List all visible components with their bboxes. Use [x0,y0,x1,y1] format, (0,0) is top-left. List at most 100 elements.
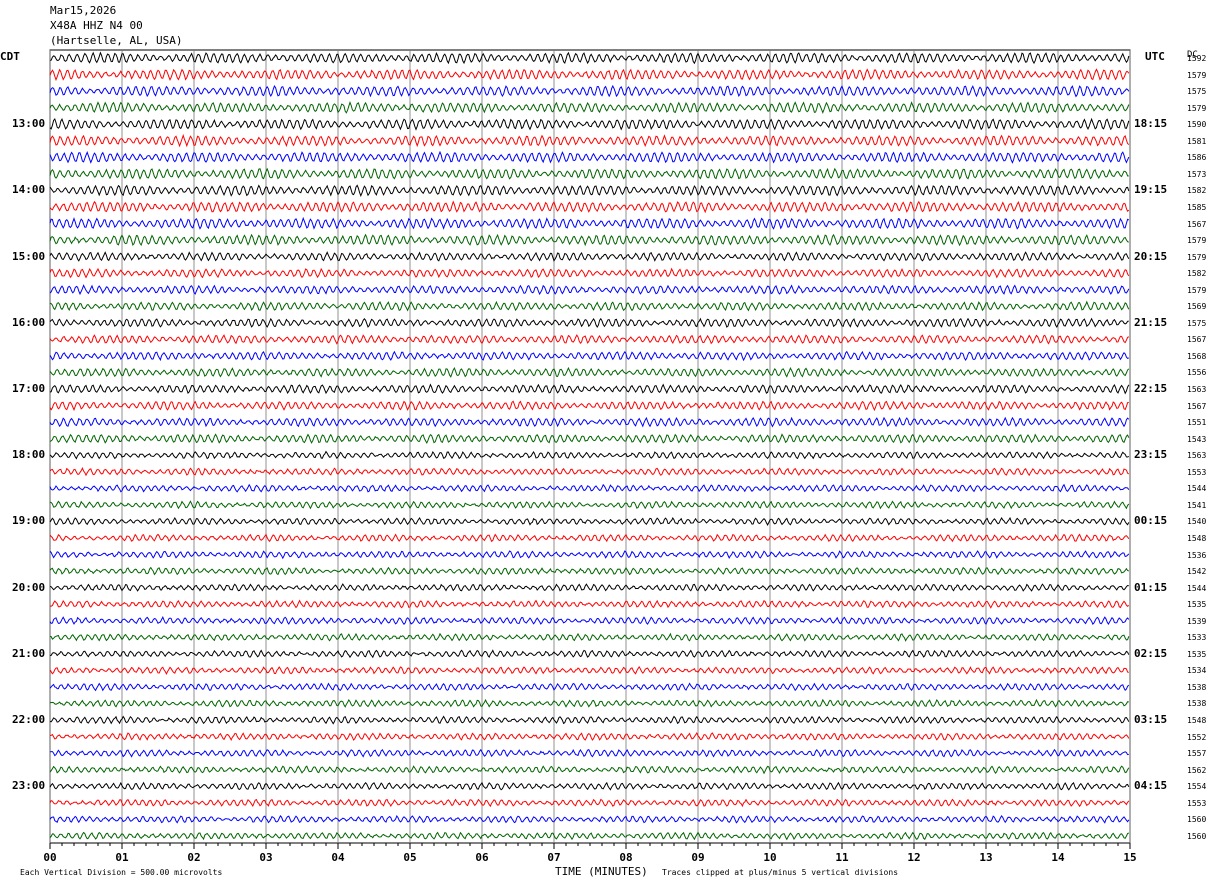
trace-row-4 [49,101,1130,114]
x-tick-label: 06 [475,851,489,864]
utc-hour-label: 20:15 [1134,249,1168,263]
trace-row-13 [49,251,1130,262]
dc-offset-label: 1556 [1187,368,1207,378]
utc-hour-label: 02:15 [1134,646,1168,660]
dc-offset-label: 1536 [1187,550,1207,560]
dc-offset-label: 1552 [1187,732,1207,742]
x-tick-label: 00 [43,851,56,864]
minute-gridlines [49,49,1131,844]
dc-offset-label: 1560 [1187,831,1207,841]
trace-row-15 [49,284,1130,296]
utc-hour-label: 04:15 [1134,779,1168,793]
trace-row-18 [49,334,1130,345]
trace-row-44 [49,765,1130,775]
location-title: (Hartselle, AL, USA) [50,34,183,47]
trace-row-28 [49,500,1130,510]
dc-offset-label: 1581 [1187,136,1207,146]
trace-row-19 [49,350,1130,362]
cdt-hour-label: 19:00 [12,514,46,528]
cdt-hour-label: 21:00 [12,646,46,660]
dc-header-label: DC [1187,50,1198,60]
trace-row-37 [49,649,1130,659]
trace-row-26 [49,466,1130,477]
trace-row-22 [49,400,1129,412]
cdt-hour-label: 13:00 [12,117,46,131]
x-tick-label: 05 [403,851,416,864]
dc-offset-label: 1579 [1187,236,1207,246]
cdt-hour-label: 17:00 [12,382,46,395]
x-tick-label: 10 [763,851,776,864]
utc-hour-label: 23:15 [1134,448,1168,462]
trace-row-20 [49,366,1130,378]
scale-note: Each Vertical Division = 500.00 microvol… [20,868,223,877]
x-tick-label: 04 [331,851,345,864]
seismic-traces [49,51,1130,841]
trace-row-2 [49,68,1130,82]
cdt-hour-label: 15:00 [12,249,46,263]
trace-row-43 [49,748,1129,758]
dc-offset-label: 1548 [1187,716,1207,725]
dc-offset-label: 1534 [1187,666,1207,676]
dc-offset-label: 1551 [1187,418,1207,428]
x-tick-label: 12 [907,851,920,864]
station-title: X48A HHZ N4 00 [50,19,143,32]
trace-row-23 [49,416,1130,428]
dc-offset-label: 1567 [1187,401,1207,411]
dc-offset-label: 1563 [1187,385,1207,394]
trace-row-6 [49,133,1130,148]
trace-row-21 [49,383,1130,395]
dc-offset-label: 1560 [1187,815,1207,825]
trace-row-25 [49,450,1130,460]
trace-row-16 [49,300,1130,312]
utc-hour-label: 00:15 [1134,514,1168,528]
trace-row-34 [49,599,1130,609]
trace-row-30 [49,533,1130,543]
dc-offset-label: 1575 [1187,318,1207,328]
x-axis-title: TIME (MINUTES) [555,865,648,878]
dc-offset-label: 1582 [1187,269,1207,279]
trace-row-45 [49,781,1130,791]
dc-offset-label: 1544 [1187,484,1207,494]
cdt-hour-label: 14:00 [12,183,46,197]
trace-row-31 [49,550,1130,560]
trace-row-12 [49,233,1129,247]
dc-offset-label: 1538 [1187,699,1207,709]
dc-offset-label: 1592 [1187,54,1207,63]
dc-offset-label: 1538 [1187,682,1207,692]
dc-offset-label: 1553 [1187,467,1207,477]
dc-offset-label: 1541 [1187,500,1207,510]
x-tick-label: 15 [1123,851,1136,864]
dc-offset-label: 1548 [1187,533,1207,543]
dc-offset-label: 1573 [1187,169,1207,179]
time-axis: 00 01 02 03 04 05 06 07 08 09 10 11 12 13 14 15 [43,843,1137,864]
trace-row-27 [49,483,1130,493]
trace-row-39 [49,682,1130,692]
right-timezone-label: UTC [1145,50,1165,63]
trace-row-1 [49,51,1130,65]
dc-offset-label: 1567 [1187,219,1207,229]
utc-hour-label: 21:15 [1134,315,1168,329]
trace-row-32 [49,566,1130,576]
dc-offset-label: 1535 [1187,600,1207,610]
x-tick-label: 08 [619,851,632,864]
left-timezone-label: CDT [0,50,20,63]
dc-offset-label: 1535 [1187,649,1207,659]
dc-offset-label: 1553 [1187,798,1207,808]
x-tick-label: 14 [1051,851,1065,864]
dc-offset-label: 1579 [1187,103,1207,113]
dc-offset-label: 1569 [1187,302,1207,312]
plot-frame [49,49,1131,844]
trace-row-7 [49,150,1130,164]
date-title: Mar15,2026 [50,4,117,17]
trace-row-38 [49,665,1129,676]
dc-offset-label: 1586 [1187,153,1207,163]
trace-row-14 [49,267,1130,279]
x-tick-label: 07 [547,851,560,864]
dc-offset-label: 1542 [1187,567,1207,577]
cdt-hour-label: 18:00 [12,448,46,462]
trace-row-11 [49,216,1130,230]
utc-hour-label: 18:15 [1134,117,1168,131]
trace-row-41 [49,715,1130,725]
trace-row-17 [49,317,1129,329]
